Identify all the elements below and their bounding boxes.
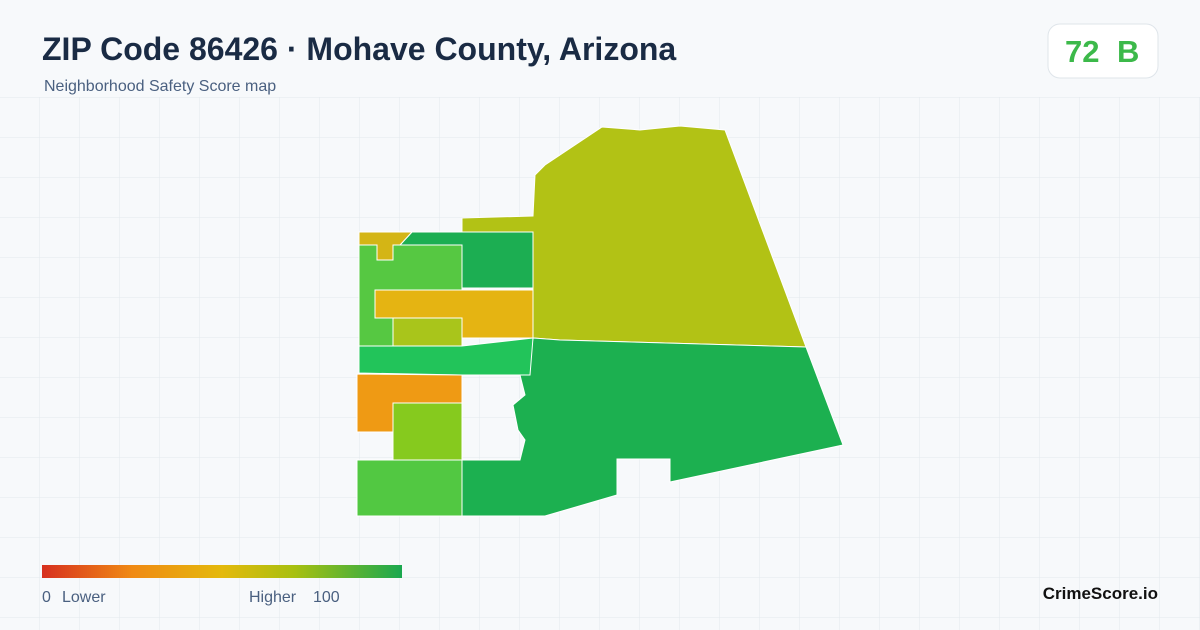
legend-max-label: Higher xyxy=(249,589,297,606)
brand: CrimeScore.io xyxy=(1043,584,1158,603)
score-badge xyxy=(1047,23,1159,79)
legend-min-label: Lower xyxy=(62,589,106,606)
grade: B xyxy=(1117,34,1139,69)
area xyxy=(392,402,463,461)
area xyxy=(356,459,463,517)
legend-bar xyxy=(42,565,402,578)
area xyxy=(392,317,463,347)
legend-max: 100 xyxy=(313,589,340,606)
area xyxy=(358,337,534,376)
score: 72 xyxy=(1065,34,1099,69)
title: ZIP Code 86426 · Mohave County, Arizona xyxy=(42,31,676,67)
map xyxy=(356,125,844,517)
legend-min: 0 xyxy=(42,589,51,606)
subtitle: Neighborhood Safety Score map xyxy=(44,78,276,95)
